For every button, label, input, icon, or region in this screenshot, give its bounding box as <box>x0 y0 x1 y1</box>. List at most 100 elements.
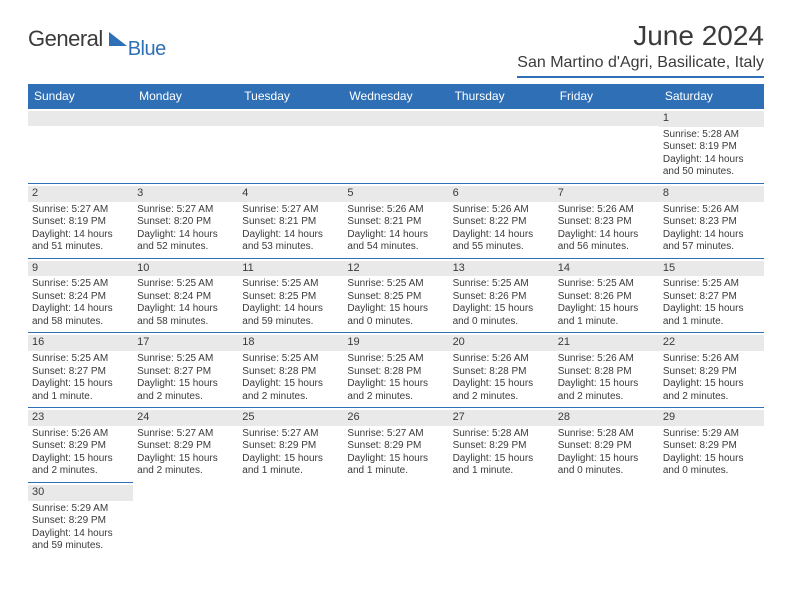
daylight-text: Daylight: 15 hours <box>663 453 760 466</box>
sunrise-text: Sunrise: 5:29 AM <box>32 503 129 516</box>
sunrise-text: Sunrise: 5:25 AM <box>347 278 444 291</box>
sunset-text: Sunset: 8:29 PM <box>663 440 760 453</box>
sunset-text: Sunset: 8:29 PM <box>137 440 234 453</box>
sunset-text: Sunset: 8:19 PM <box>663 141 760 154</box>
day-cell: 1Sunrise: 5:28 AMSunset: 8:19 PMDaylight… <box>659 109 764 184</box>
calendar-table: SundayMondayTuesdayWednesdayThursdayFrid… <box>28 84 764 557</box>
daylight-text: and 1 minute. <box>453 465 550 478</box>
day-number: 8 <box>659 186 764 202</box>
day-header: Wednesday <box>343 84 448 109</box>
day-number: 26 <box>343 410 448 426</box>
calendar-row: 9Sunrise: 5:25 AMSunset: 8:24 PMDaylight… <box>28 258 764 333</box>
sunrise-text: Sunrise: 5:26 AM <box>32 428 129 441</box>
sunset-text: Sunset: 8:23 PM <box>663 216 760 229</box>
sunrise-text: Sunrise: 5:26 AM <box>558 353 655 366</box>
empty-cell <box>659 482 764 556</box>
day-cell: 14Sunrise: 5:25 AMSunset: 8:26 PMDayligh… <box>554 258 659 333</box>
sunrise-text: Sunrise: 5:27 AM <box>242 204 339 217</box>
day-number: 12 <box>343 261 448 277</box>
day-number: 20 <box>449 335 554 351</box>
daylight-text: and 2 minutes. <box>137 391 234 404</box>
sunrise-text: Sunrise: 5:28 AM <box>453 428 550 441</box>
daylight-text: Daylight: 15 hours <box>242 378 339 391</box>
daylight-text: Daylight: 15 hours <box>347 453 444 466</box>
sunrise-text: Sunrise: 5:27 AM <box>242 428 339 441</box>
daylight-text: and 59 minutes. <box>242 316 339 329</box>
sunset-text: Sunset: 8:28 PM <box>558 366 655 379</box>
sunset-text: Sunset: 8:29 PM <box>453 440 550 453</box>
daylight-text: and 51 minutes. <box>32 241 129 254</box>
daylight-text: Daylight: 14 hours <box>453 229 550 242</box>
daylight-text: Daylight: 15 hours <box>242 453 339 466</box>
day-number: 14 <box>554 261 659 277</box>
sunrise-text: Sunrise: 5:29 AM <box>663 428 760 441</box>
sunrise-text: Sunrise: 5:27 AM <box>347 428 444 441</box>
day-number: 10 <box>133 261 238 277</box>
day-cell: 10Sunrise: 5:25 AMSunset: 8:24 PMDayligh… <box>133 258 238 333</box>
sunrise-text: Sunrise: 5:26 AM <box>663 204 760 217</box>
sunset-text: Sunset: 8:23 PM <box>558 216 655 229</box>
daylight-text: and 54 minutes. <box>347 241 444 254</box>
daylight-text: Daylight: 14 hours <box>558 229 655 242</box>
day-cell: 22Sunrise: 5:26 AMSunset: 8:29 PMDayligh… <box>659 333 764 408</box>
day-cell: 18Sunrise: 5:25 AMSunset: 8:28 PMDayligh… <box>238 333 343 408</box>
sunset-text: Sunset: 8:27 PM <box>663 291 760 304</box>
sunrise-text: Sunrise: 5:25 AM <box>32 353 129 366</box>
day-cell: 5Sunrise: 5:26 AMSunset: 8:21 PMDaylight… <box>343 183 448 258</box>
daylight-text: Daylight: 15 hours <box>32 453 129 466</box>
sunrise-text: Sunrise: 5:25 AM <box>32 278 129 291</box>
empty-cell <box>133 109 238 184</box>
sunrise-text: Sunrise: 5:25 AM <box>453 278 550 291</box>
day-header: Sunday <box>28 84 133 109</box>
calendar-row: 2Sunrise: 5:27 AMSunset: 8:19 PMDaylight… <box>28 183 764 258</box>
day-number: 16 <box>28 335 133 351</box>
empty-daynum-bar <box>28 111 133 126</box>
daylight-text: and 1 minute. <box>663 316 760 329</box>
sunset-text: Sunset: 8:24 PM <box>137 291 234 304</box>
day-number: 27 <box>449 410 554 426</box>
logo-general: General <box>28 26 103 51</box>
empty-cell <box>449 109 554 184</box>
day-cell: 13Sunrise: 5:25 AMSunset: 8:26 PMDayligh… <box>449 258 554 333</box>
sunrise-text: Sunrise: 5:26 AM <box>663 353 760 366</box>
daylight-text: Daylight: 14 hours <box>32 229 129 242</box>
day-cell: 26Sunrise: 5:27 AMSunset: 8:29 PMDayligh… <box>343 408 448 483</box>
day-cell: 4Sunrise: 5:27 AMSunset: 8:21 PMDaylight… <box>238 183 343 258</box>
day-number: 22 <box>659 335 764 351</box>
sunrise-text: Sunrise: 5:26 AM <box>453 204 550 217</box>
sunset-text: Sunset: 8:26 PM <box>453 291 550 304</box>
sunset-text: Sunset: 8:29 PM <box>32 440 129 453</box>
daylight-text: and 56 minutes. <box>558 241 655 254</box>
sunset-text: Sunset: 8:27 PM <box>32 366 129 379</box>
month-title: June 2024 <box>517 20 764 52</box>
sunset-text: Sunset: 8:24 PM <box>32 291 129 304</box>
day-number: 29 <box>659 410 764 426</box>
day-number: 11 <box>238 261 343 277</box>
day-number: 1 <box>659 111 764 127</box>
daylight-text: and 2 minutes. <box>242 391 339 404</box>
day-number: 28 <box>554 410 659 426</box>
daylight-text: and 57 minutes. <box>663 241 760 254</box>
daylight-text: Daylight: 15 hours <box>558 378 655 391</box>
daylight-text: and 2 minutes. <box>453 391 550 404</box>
day-number: 30 <box>28 485 133 501</box>
daylight-text: Daylight: 15 hours <box>32 378 129 391</box>
empty-cell <box>449 482 554 556</box>
calendar-row: 1Sunrise: 5:28 AMSunset: 8:19 PMDaylight… <box>28 109 764 184</box>
daylight-text: Daylight: 15 hours <box>347 378 444 391</box>
day-header: Saturday <box>659 84 764 109</box>
day-header: Monday <box>133 84 238 109</box>
day-number: 3 <box>133 186 238 202</box>
day-cell: 30Sunrise: 5:29 AMSunset: 8:29 PMDayligh… <box>28 482 133 556</box>
day-cell: 6Sunrise: 5:26 AMSunset: 8:22 PMDaylight… <box>449 183 554 258</box>
day-number: 18 <box>238 335 343 351</box>
sunrise-text: Sunrise: 5:25 AM <box>663 278 760 291</box>
sail-icon <box>109 32 127 46</box>
day-number: 4 <box>238 186 343 202</box>
daylight-text: and 59 minutes. <box>32 540 129 553</box>
sunrise-text: Sunrise: 5:27 AM <box>137 204 234 217</box>
sunset-text: Sunset: 8:28 PM <box>453 366 550 379</box>
sunset-text: Sunset: 8:27 PM <box>137 366 234 379</box>
day-number: 21 <box>554 335 659 351</box>
daylight-text: Daylight: 14 hours <box>347 229 444 242</box>
